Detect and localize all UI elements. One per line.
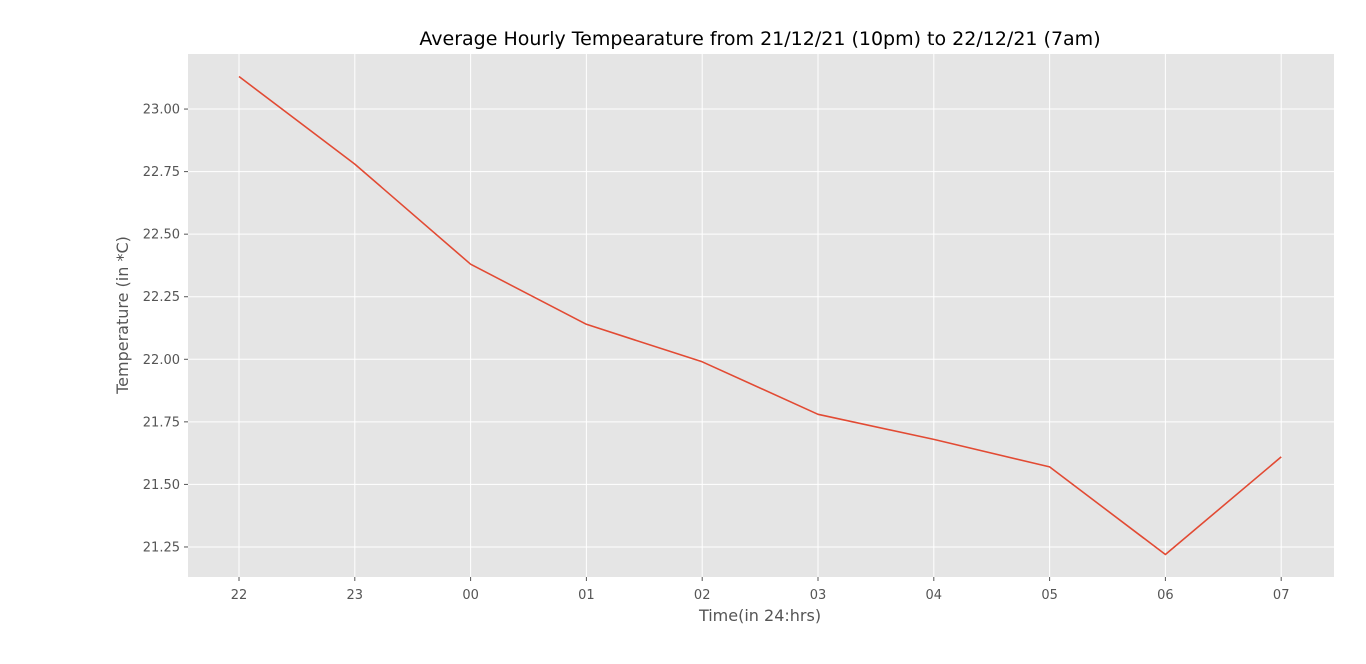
plot-area — [188, 54, 1334, 577]
x-tick-label: 02 — [694, 588, 711, 603]
x-tick-label: 23 — [347, 588, 364, 603]
y-tick-labels: 21.25 21.50 21.75 22.00 22.25 22.50 22.75 23.00 — [143, 103, 188, 555]
chart-title: Average Hourly Tempearature from 21/12/2… — [419, 28, 1100, 50]
y-tick-label: 21.75 — [143, 415, 180, 430]
y-tick-label: 22.75 — [143, 165, 180, 180]
y-tick-label: 22.50 — [143, 228, 180, 243]
x-tick-label: 07 — [1273, 588, 1290, 603]
x-axis-label: Time(in 24:hrs) — [698, 606, 821, 625]
y-tick-label: 22.00 — [143, 353, 180, 368]
series-layer — [238, 75, 1282, 556]
series-line — [238, 75, 1282, 556]
y-tick-label: 22.25 — [143, 290, 180, 305]
y-axis-label: Temperature (in *C) — [113, 236, 132, 395]
x-tick-label: 04 — [926, 588, 943, 603]
x-tick-labels: 22 23 00 01 02 03 04 05 06 07 — [231, 577, 1290, 603]
x-tick-label: 05 — [1041, 588, 1058, 603]
x-tick-label: 03 — [810, 588, 827, 603]
y-tick-label: 21.25 — [143, 540, 180, 555]
x-tick-label: 22 — [231, 588, 248, 603]
y-tick-label: 23.00 — [143, 103, 180, 118]
grid — [188, 54, 1334, 577]
x-tick-label: 06 — [1157, 588, 1174, 603]
y-tick-label: 21.50 — [143, 478, 180, 493]
x-tick-label: 01 — [578, 588, 595, 603]
x-tick-label: 00 — [462, 588, 479, 603]
